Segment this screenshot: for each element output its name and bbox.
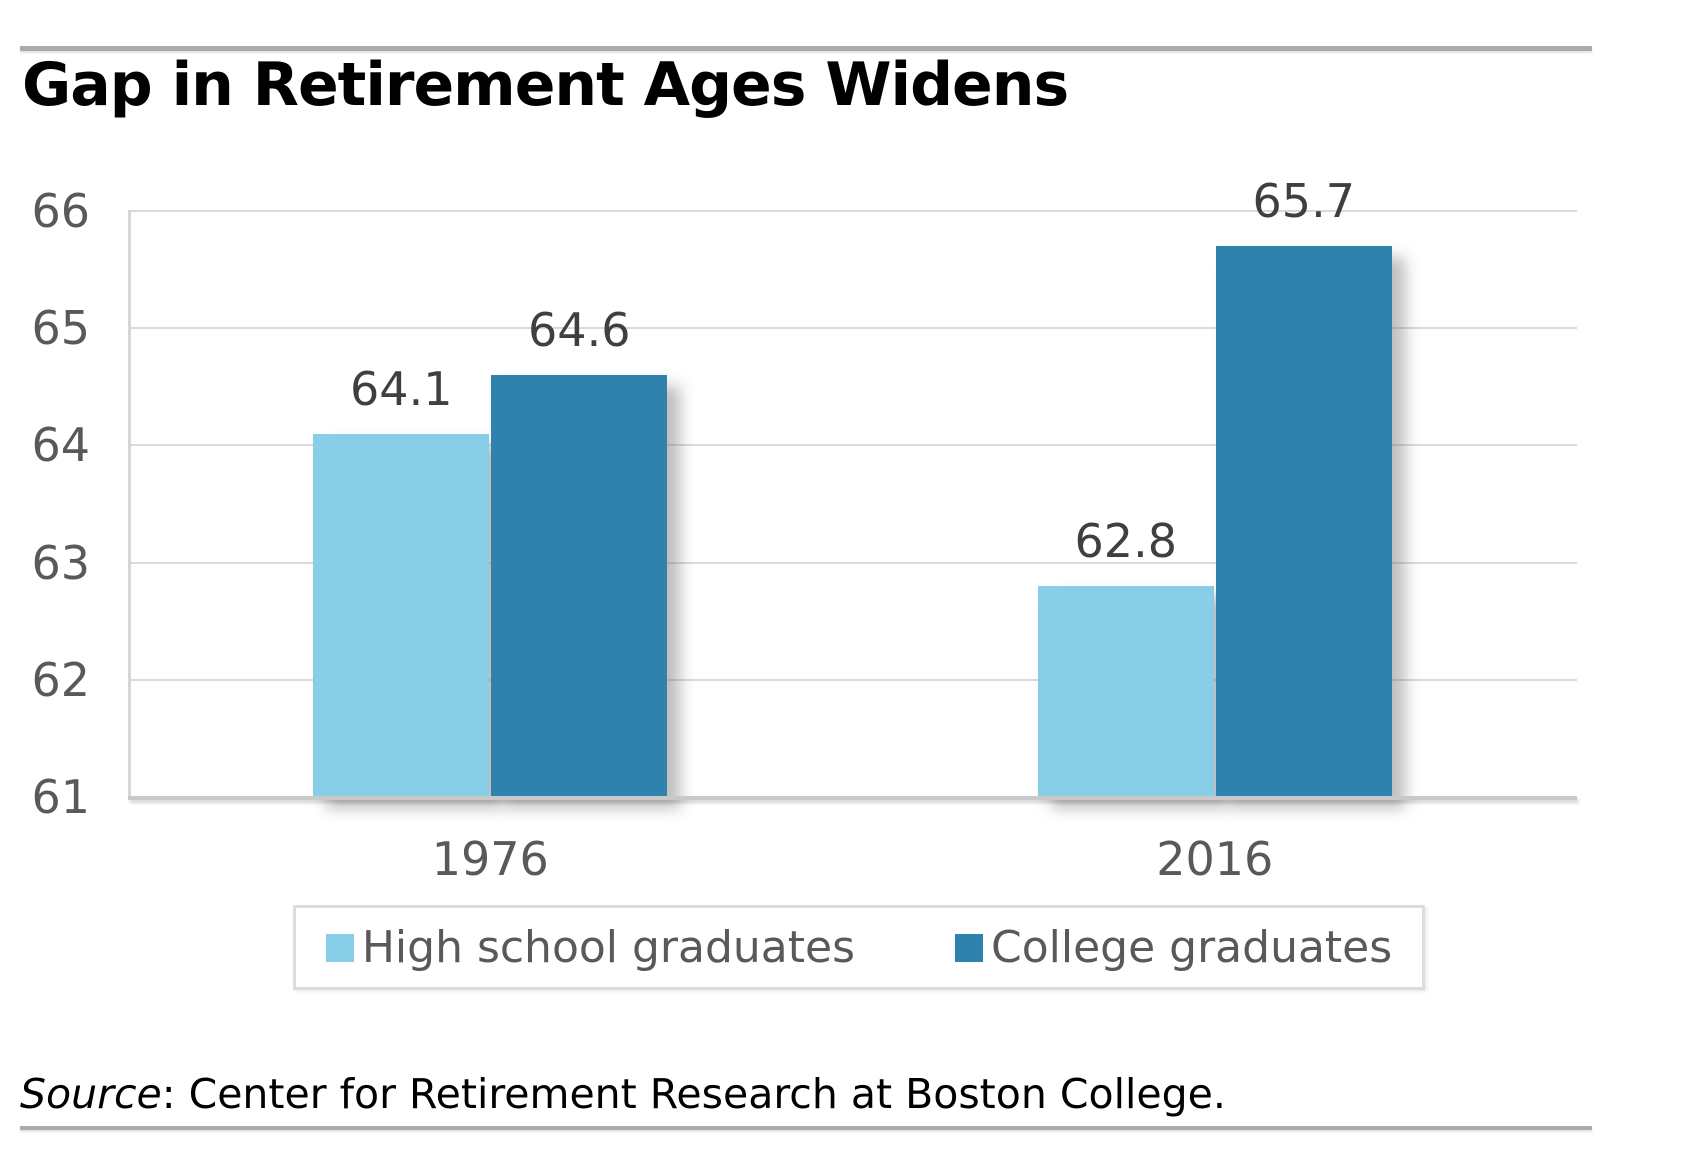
bar-chart-plot-area: 61 62 63 64 65 66 64.1 64.6 1976 62.8 65.7 2016 — [31, 174, 1577, 886]
legend-label-high-school: High school graduates — [361, 921, 856, 973]
gridline-y66 — [128, 210, 1577, 212]
y-axis-tick-63: 63 — [31, 535, 90, 590]
chart-legend: High school graduates College graduates — [293, 905, 1425, 990]
gridline-y63 — [128, 561, 1577, 564]
bar-2016-high-school-graduates — [1037, 586, 1214, 797]
legend-item-college: College graduates — [955, 921, 1393, 973]
top-divider-rule — [20, 46, 1592, 51]
high-school-legend-swatch-icon — [325, 933, 354, 962]
y-axis-tick-61: 61 — [31, 770, 90, 824]
legend-item-high-school: High school graduates — [325, 921, 856, 973]
bar-value-label-1976-college-graduates: 64.6 — [528, 303, 631, 358]
y-axis-tick-62: 62 — [31, 652, 90, 707]
y-axis-line — [128, 211, 131, 800]
bar-1976-college-graduates — [491, 375, 668, 797]
bar-value-label-1976-high-school-graduates: 64.1 — [350, 361, 453, 416]
y-axis-tick-65: 65 — [31, 301, 90, 356]
bar-1976-high-school-graduates — [313, 433, 490, 797]
bottom-divider-rule — [20, 1126, 1592, 1130]
chart-title: Gap in Retirement Ages Widens — [22, 50, 1069, 120]
source-text: : Center for Retirement Research at Bost… — [161, 1070, 1226, 1118]
y-axis-tick-66: 66 — [31, 184, 90, 238]
y-axis-tick-64: 64 — [31, 418, 90, 473]
college-legend-swatch-icon — [955, 933, 984, 962]
gridline-y65 — [128, 327, 1577, 330]
bar-2016-college-graduates — [1215, 246, 1392, 797]
bar-value-label-2016-high-school-graduates: 62.8 — [1074, 514, 1177, 569]
gridline-y62 — [128, 678, 1577, 681]
x-axis-label-2016: 2016 — [1156, 832, 1274, 886]
x-axis-line — [128, 796, 1577, 800]
gridline-y64 — [128, 444, 1577, 447]
x-axis-label-1976: 1976 — [431, 832, 549, 886]
legend-label-college: College graduates — [991, 921, 1393, 973]
source-note: Source: Center for Retirement Research a… — [20, 1070, 1226, 1118]
source-word: Source — [20, 1070, 162, 1118]
bar-value-label-2016-college-graduates: 65.7 — [1252, 174, 1355, 229]
